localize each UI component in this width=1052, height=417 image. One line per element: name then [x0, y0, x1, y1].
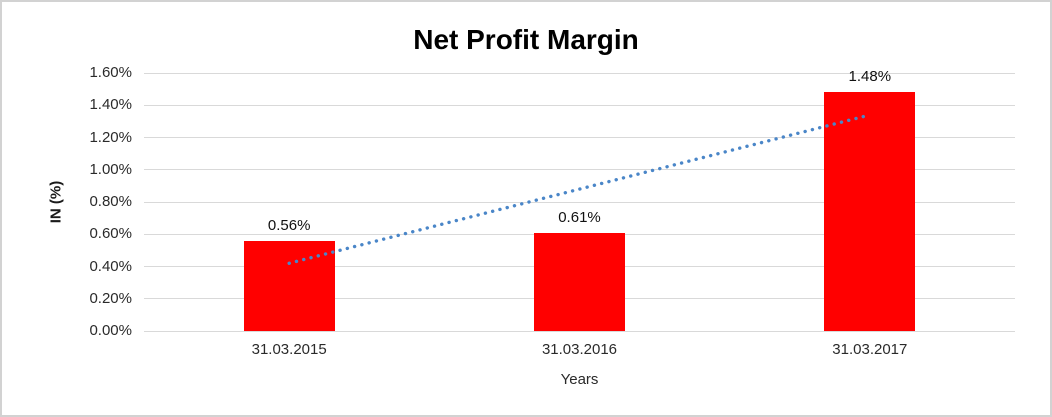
x-axis-title: Years: [560, 371, 599, 388]
bar-31.03.2016: [534, 232, 625, 331]
bar-31.03.2017: [824, 92, 916, 331]
x-category-label: 31.03.2015: [251, 341, 327, 358]
chart-title: Net Profit Margin: [413, 24, 639, 55]
gridline: [144, 72, 1015, 74]
y-tick-label: 0.20%: [89, 289, 132, 307]
bar-31.03.2015: [243, 240, 335, 331]
gridline: [144, 104, 1015, 106]
bar-value-label: 0.56%: [267, 216, 311, 234]
y-tick-label: 0.40%: [89, 257, 132, 275]
y-tick-label: 0.80%: [89, 193, 132, 210]
x-category-label: 31.03.2016: [541, 341, 618, 358]
y-tick-label: 0.60%: [89, 225, 132, 243]
y-tick-label: 1.00%: [89, 160, 132, 178]
y-tick-label: 0.00%: [89, 322, 132, 339]
x-category-label: 31.03.2017: [832, 341, 908, 358]
y-tick-label: 1.40%: [89, 96, 132, 114]
y-tick-label: 1.20%: [89, 128, 132, 146]
bar-value-label: 0.61%: [558, 208, 601, 226]
bar-value-label: 1.48%: [848, 68, 892, 86]
gridline: [144, 330, 1015, 332]
y-tick-label: 1.60%: [89, 64, 132, 81]
